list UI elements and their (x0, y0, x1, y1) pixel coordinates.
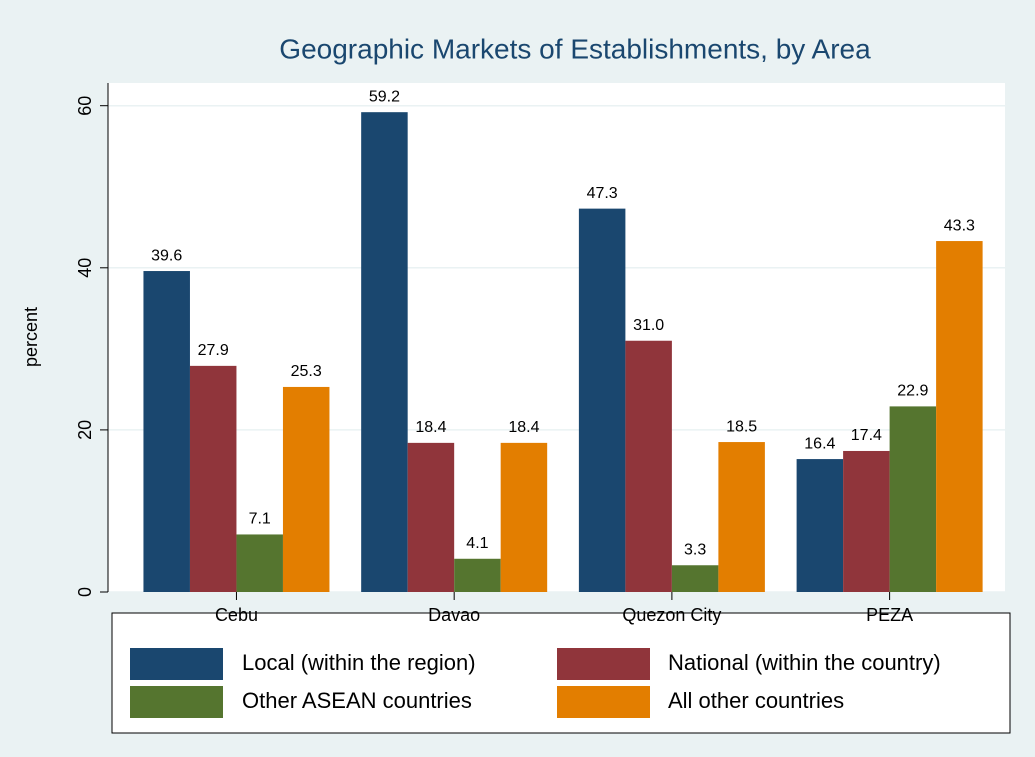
value-label: 4.1 (466, 535, 488, 552)
legend-swatch (557, 648, 650, 680)
bar (236, 534, 283, 592)
x-tick-label: Quezon City (622, 605, 721, 625)
bar (718, 442, 765, 592)
bar (500, 442, 548, 592)
value-label: 18.5 (726, 418, 757, 435)
bar (361, 112, 408, 592)
legend-label: National (within the country) (668, 650, 941, 675)
x-tick-label: Cebu (215, 605, 258, 625)
chart-title: Geographic Markets of Establishments, by… (279, 33, 871, 64)
bar (189, 365, 237, 592)
legend-label: Local (within the region) (242, 650, 476, 675)
bar (671, 565, 719, 592)
value-label: 18.4 (415, 419, 446, 436)
y-tick-label: 40 (75, 258, 95, 278)
value-label: 43.3 (944, 217, 975, 234)
y-axis-label: percent (21, 307, 41, 367)
value-label: 31.0 (633, 317, 664, 334)
bar (889, 406, 937, 592)
bar (578, 208, 626, 593)
x-tick-label: PEZA (866, 605, 913, 625)
value-label: 47.3 (587, 185, 618, 202)
value-label: 22.9 (897, 383, 928, 400)
legend-label: Other ASEAN countries (242, 688, 472, 713)
legend-swatch (130, 648, 223, 680)
y-tick-label: 60 (75, 96, 95, 116)
bar (843, 450, 890, 592)
y-tick-label: 0 (75, 587, 95, 597)
value-label: 18.4 (508, 419, 539, 436)
bar (936, 241, 983, 592)
value-label: 59.2 (369, 88, 400, 105)
bar (282, 386, 330, 592)
bar (407, 442, 455, 592)
value-label: 17.4 (851, 427, 882, 444)
value-label: 27.9 (198, 342, 229, 359)
legend-swatch (130, 686, 223, 718)
legend-swatch (557, 686, 650, 718)
value-label: 39.6 (151, 247, 182, 264)
bar (625, 340, 672, 592)
value-label: 16.4 (804, 435, 835, 452)
legend-label: All other countries (668, 688, 844, 713)
bar (454, 558, 501, 592)
bar (796, 459, 844, 592)
value-label: 3.3 (684, 541, 706, 558)
value-label: 25.3 (291, 363, 322, 380)
bar (143, 271, 190, 592)
value-label: 7.1 (249, 511, 271, 528)
y-tick-label: 20 (75, 420, 95, 440)
x-tick-label: Davao (428, 605, 480, 625)
